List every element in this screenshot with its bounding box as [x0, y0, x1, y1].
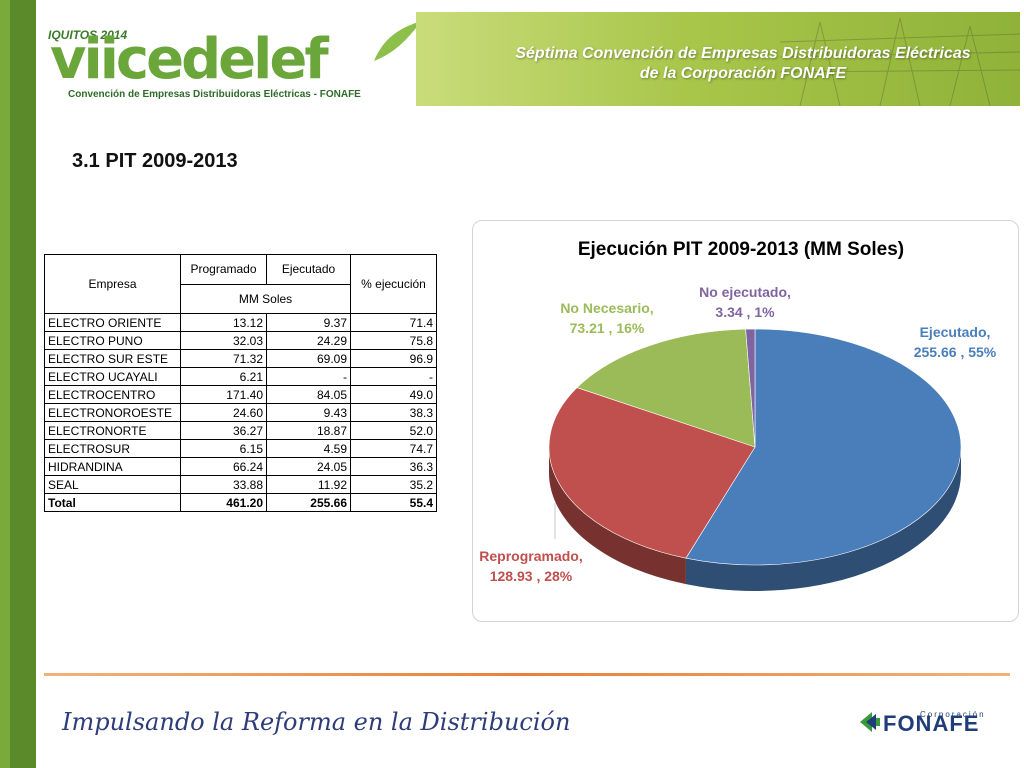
footer-divider [44, 673, 1010, 676]
table-row: ELECTRO SUR ESTE 71.32 69.09 96.9 [44, 349, 437, 368]
row-ejecutado: - [266, 367, 351, 386]
table-row: SEAL 33.88 11.92 35.2 [44, 475, 437, 494]
pie-slice-no-necesario [576, 328, 756, 448]
row-empresa: ELECTROCENTRO [44, 385, 181, 404]
row-programado: 33.88 [180, 475, 267, 494]
row-empresa: ELECTRO ORIENTE [44, 313, 181, 332]
banner-line-1: Séptima Convención de Empresas Distribui… [515, 45, 971, 62]
row-empresa: ELECTRO SUR ESTE [44, 349, 181, 368]
header-programado: Programado [180, 254, 267, 285]
table-row: ELECTRO ORIENTE 13.12 9.37 71.4 [44, 313, 437, 332]
table-row: ELECTRONOROESTE 24.60 9.43 38.3 [44, 403, 437, 422]
left-accent-stripe [0, 0, 10, 768]
total-ejecutado: 255.66 [266, 493, 351, 512]
row-pct: 36.3 [350, 457, 437, 476]
table-row: HIDRANDINA 66.24 24.05 36.3 [44, 457, 437, 476]
brand-word: FONAFE [883, 711, 980, 736]
row-programado: 36.27 [180, 421, 267, 440]
row-empresa: ELECTRONOROESTE [44, 403, 181, 422]
table-body: ELECTRO ORIENTE 13.12 9.37 71.4 ELECTRO PUNO… [44, 313, 437, 494]
row-ejecutado: 9.37 [266, 313, 351, 332]
row-empresa: ELECTRONORTE [44, 421, 181, 440]
pit-table: Empresa Programado Ejecutado % ejecución… [44, 254, 437, 512]
row-programado: 24.60 [180, 403, 267, 422]
row-empresa: SEAL [44, 475, 181, 494]
event-logo: viicedelef [50, 27, 329, 92]
table-row: ELECTROCENTRO 171.40 84.05 49.0 [44, 385, 437, 404]
row-programado: 66.24 [180, 457, 267, 476]
slide-title: 3.1 PIT 2009-2013 [72, 150, 238, 172]
row-ejecutado: 4.59 [266, 439, 351, 458]
banner-title: Séptima Convención de Empresas Distribui… [508, 44, 978, 84]
row-empresa: HIDRANDINA [44, 457, 181, 476]
row-pct: 49.0 [350, 385, 437, 404]
row-empresa: ELECTRO PUNO [44, 331, 181, 350]
banner-line-2: de la Corporación FONAFE [639, 65, 847, 82]
row-ejecutado: 69.09 [266, 349, 351, 368]
header-empresa: Empresa [44, 254, 181, 314]
row-pct: 35.2 [350, 475, 437, 494]
row-programado: 171.40 [180, 385, 267, 404]
row-programado: 71.32 [180, 349, 267, 368]
table-row: ELECTRO PUNO 32.03 24.29 75.8 [44, 331, 437, 350]
pie-slice-no-ejecutado [745, 328, 756, 448]
row-programado: 6.21 [180, 367, 267, 386]
row-pct: 71.4 [350, 313, 437, 332]
row-programado: 13.12 [180, 313, 267, 332]
table-total-row: Total 461.20 255.66 55.4 [44, 493, 437, 512]
row-ejecutado: 24.29 [266, 331, 351, 350]
table-row: ELECTROSUR 6.15 4.59 74.7 [44, 439, 437, 458]
pie-side-reprogramado [549, 447, 686, 585]
pie-slice-ejecutado [685, 328, 962, 566]
row-empresa: ELECTRO UCAYALI [44, 367, 181, 386]
total-programado: 461.20 [180, 493, 267, 512]
pie-slice-reprogramado [548, 387, 756, 559]
header-units: MM Soles [180, 283, 351, 314]
power-lines-image [780, 17, 1020, 106]
logo-year: IQUITOS 2014 [48, 28, 128, 42]
row-programado: 32.03 [180, 331, 267, 350]
row-programado: 6.15 [180, 439, 267, 458]
footer-slogan: Impulsando la Reforma en la Distribución [62, 708, 571, 736]
chart-title: Ejecución PIT 2009-2013 (MM Soles) [578, 239, 904, 260]
total-label: Total [44, 493, 181, 512]
data-label-no-necesario: No Necesario, 73.21 , 16% [560, 300, 653, 336]
row-pct: 38.3 [350, 403, 437, 422]
row-ejecutado: 24.05 [266, 457, 351, 476]
header-pct: % ejecución [350, 254, 437, 314]
leaf-icon [374, 21, 422, 61]
fonafe-logo [860, 712, 880, 732]
row-ejecutado: 18.87 [266, 421, 351, 440]
header-ejecutado: Ejecutado [266, 254, 351, 285]
row-pct: 52.0 [350, 421, 437, 440]
table-row: ELECTRO UCAYALI 6.21- - [44, 367, 437, 386]
row-empresa: ELECTROSUR [44, 439, 181, 458]
brand-small: Corporación [920, 710, 986, 719]
total-pct: 55.4 [350, 493, 437, 512]
pie-chart-container: Ejecución PIT 2009-2013 (MM Soles) Ejecu… [472, 220, 1019, 622]
data-label-reprogramado: Reprogramado, 128.93 , 28% [479, 548, 582, 584]
row-pct: - [350, 367, 437, 386]
row-ejecutado: 11.92 [266, 475, 351, 494]
row-ejecutado: 9.43 [266, 403, 351, 422]
row-pct: 96.9 [350, 349, 437, 368]
pie-side-ejecutado [685, 447, 961, 591]
table-row: ELECTRONORTE 36.27 18.87 52.0 [44, 421, 437, 440]
row-pct: 75.8 [350, 331, 437, 350]
data-label-no-ejecutado: No ejecutado, 3.34 , 1% [699, 284, 791, 320]
pie-chart: Ejecución PIT 2009-2013 (MM Soles) Ejecu… [479, 239, 997, 591]
row-pct: 74.7 [350, 439, 437, 458]
header-banner: Séptima Convención de Empresas Distribui… [416, 12, 1020, 106]
data-label-ejecutado: Ejecutado, 255.66 , 55% [914, 324, 997, 360]
row-ejecutado: 84.05 [266, 385, 351, 404]
logo-subtitle: Convención de Empresas Distribuidoras El… [68, 89, 361, 100]
